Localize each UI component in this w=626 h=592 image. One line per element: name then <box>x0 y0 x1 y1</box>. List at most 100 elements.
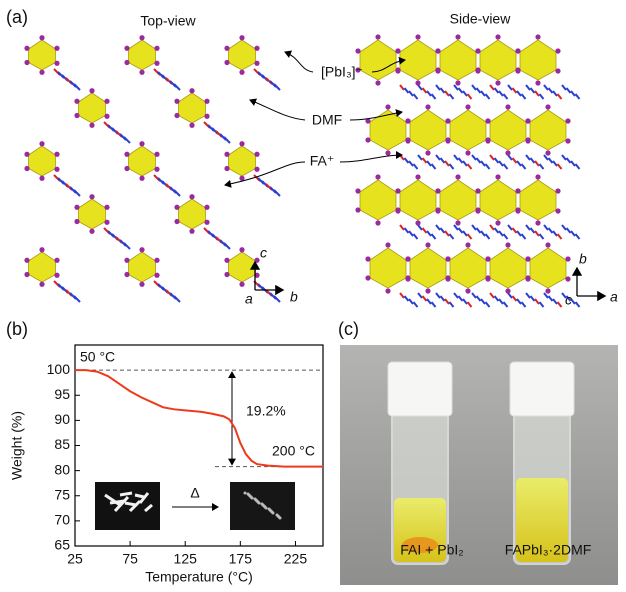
molecule <box>477 158 481 163</box>
iodine <box>189 88 194 93</box>
molecule <box>477 88 481 93</box>
molecule <box>490 225 494 230</box>
molecule <box>508 85 512 90</box>
iodine <box>54 273 59 278</box>
iodine <box>465 288 470 293</box>
molecule <box>418 85 422 90</box>
molecule <box>526 225 530 230</box>
crystal-structures <box>24 34 579 307</box>
iodine <box>565 138 570 143</box>
iodine <box>154 258 159 263</box>
vial <box>510 362 574 564</box>
y-tick-label: 100 <box>47 361 71 377</box>
octahedron <box>229 40 256 70</box>
powder <box>276 514 279 517</box>
iodine <box>174 113 179 118</box>
molecule <box>526 155 530 160</box>
iodine <box>204 99 209 104</box>
molecule <box>405 228 409 233</box>
molecule <box>454 155 458 160</box>
iodine <box>154 46 159 51</box>
iodine <box>435 188 440 193</box>
molecule <box>432 302 436 307</box>
y-tick-label: 90 <box>54 411 70 427</box>
octahedron <box>129 146 156 176</box>
iodine <box>525 256 530 261</box>
panel-label: (c) <box>338 319 359 339</box>
iodine <box>515 67 520 72</box>
axis-letter: a <box>610 289 618 305</box>
iodine <box>385 242 390 247</box>
iodine <box>154 152 159 157</box>
iodine <box>375 34 380 39</box>
iodine <box>415 220 420 225</box>
molecule <box>472 155 476 160</box>
iodine <box>405 275 410 280</box>
molecule <box>436 225 440 230</box>
octahedron <box>490 110 526 150</box>
octahedron <box>450 248 486 288</box>
molecule <box>540 302 544 307</box>
iodine <box>254 46 259 51</box>
octahedron <box>480 40 516 80</box>
molecule <box>562 225 566 230</box>
iodine <box>224 272 229 277</box>
molecule <box>567 158 571 163</box>
octahedron <box>129 252 156 282</box>
molecule <box>477 296 481 301</box>
iodine <box>545 288 550 293</box>
x-tick-label: 125 <box>174 551 198 567</box>
axis-letter: b <box>290 289 298 305</box>
molecule <box>405 296 409 301</box>
molecule <box>486 164 490 169</box>
x-tick-label: 75 <box>122 551 138 567</box>
iodine <box>104 114 109 119</box>
molecule <box>436 85 440 90</box>
iodine <box>525 137 530 142</box>
molecule <box>558 234 562 239</box>
molecule <box>508 155 512 160</box>
iodine <box>204 114 209 119</box>
y-tick-label: 80 <box>54 461 70 477</box>
molecule <box>459 228 463 233</box>
iodine <box>104 205 109 210</box>
molecule <box>558 94 562 99</box>
molecule <box>481 299 485 304</box>
iodine <box>124 60 129 65</box>
molecule <box>495 296 499 301</box>
iodine <box>124 46 129 51</box>
molecule <box>531 88 535 93</box>
iodine <box>124 272 129 277</box>
iodine <box>535 174 540 179</box>
molecule <box>576 234 580 239</box>
octahedron <box>179 199 206 229</box>
iodine <box>154 273 159 278</box>
iodine <box>415 80 420 85</box>
octahedron <box>370 110 406 150</box>
molecule <box>576 302 580 307</box>
molecule <box>400 85 404 90</box>
octahedron <box>229 146 256 176</box>
iodine <box>89 123 94 128</box>
iodine <box>515 48 520 53</box>
iodine <box>445 118 450 123</box>
octahedron <box>360 40 396 80</box>
molecule <box>427 91 431 96</box>
iodine <box>445 256 450 261</box>
molecule <box>427 231 431 236</box>
molecule <box>522 234 526 239</box>
octahedron <box>440 180 476 220</box>
molecule <box>522 164 526 169</box>
octahedron <box>360 180 396 220</box>
molecule <box>454 85 458 90</box>
iodine <box>139 70 144 75</box>
iodine <box>525 118 530 123</box>
iodine <box>395 188 400 193</box>
iodine <box>425 104 430 109</box>
y-tick-label: 70 <box>54 512 70 528</box>
molecule <box>432 164 436 169</box>
iodine <box>555 48 560 53</box>
x-tick-label: 175 <box>229 551 253 567</box>
molecule <box>513 296 517 301</box>
iodine <box>54 46 59 51</box>
